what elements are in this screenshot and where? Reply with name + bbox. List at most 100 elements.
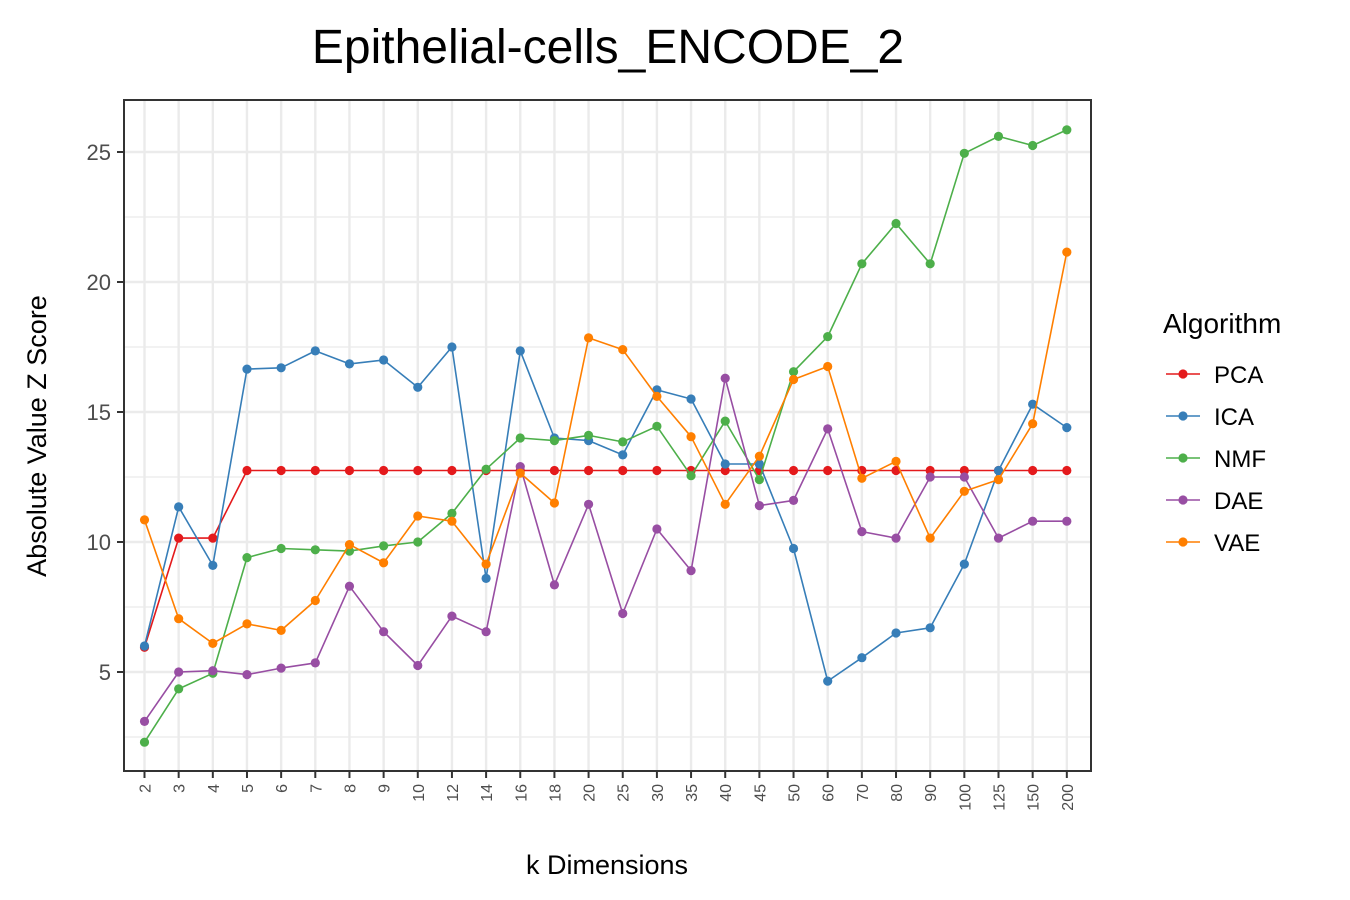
data-point-pca — [208, 533, 218, 543]
data-point-pca — [925, 465, 935, 476]
data-point-dae — [344, 581, 355, 591]
data-point-vae — [276, 625, 286, 636]
data-point-vae — [1028, 419, 1038, 429]
data-point-pca — [310, 465, 320, 476]
data-point-dae — [276, 663, 286, 673]
x-tick-label: 60 — [821, 784, 838, 802]
data-point-vae — [1062, 247, 1072, 257]
data-point-nmf — [413, 537, 423, 547]
data-point-pca — [720, 465, 730, 476]
data-point-dae — [549, 580, 560, 590]
x-tick-label: 10 — [411, 784, 428, 802]
data-point-dae — [208, 666, 218, 676]
data-point-vae — [993, 475, 1004, 485]
legend-key-point — [1178, 495, 1188, 505]
data-point-vae — [959, 486, 969, 496]
data-point-pca — [1062, 465, 1072, 476]
x-tick-label: 7 — [308, 784, 325, 793]
data-point-ica — [1062, 423, 1072, 433]
data-point-nmf — [1062, 125, 1072, 135]
data-point-dae — [379, 627, 389, 637]
series-line-dae — [143, 377, 1067, 722]
legend-item-ica: ICA — [1166, 404, 1254, 431]
y-tick-label: 15 — [87, 400, 111, 425]
data-point-nmf — [720, 416, 730, 426]
data-point-pca — [583, 465, 594, 476]
data-point-dae — [652, 524, 662, 534]
y-axis-label: Absolute Value Z Score — [22, 295, 52, 577]
data-point-ica — [174, 502, 184, 512]
data-point-vae — [788, 374, 799, 385]
data-point-vae — [720, 499, 730, 509]
x-tick-label: 25 — [616, 784, 633, 802]
x-tick-label: 18 — [547, 784, 564, 802]
data-point-ica — [618, 450, 628, 460]
series-line-pca — [143, 469, 1067, 648]
x-tick-label: 150 — [1026, 784, 1043, 811]
data-point-pca — [413, 465, 423, 476]
data-point-ica — [686, 394, 696, 404]
data-point-vae — [310, 595, 320, 606]
legend-title: Algorithm — [1163, 308, 1281, 339]
data-point-pca — [652, 465, 662, 476]
x-tick-label: 70 — [855, 784, 872, 802]
data-point-dae — [788, 495, 799, 505]
data-point-dae — [891, 533, 901, 543]
data-point-pca — [1028, 465, 1038, 476]
data-point-ica — [959, 559, 969, 569]
data-point-ica — [925, 623, 935, 633]
data-point-dae — [1028, 516, 1038, 526]
data-point-vae — [481, 559, 491, 569]
data-point-pca — [823, 465, 833, 476]
series-line-vae — [143, 251, 1068, 645]
data-point-pca — [549, 465, 560, 476]
data-point-nmf — [959, 148, 969, 158]
data-point-dae — [993, 533, 1004, 543]
chart-title: Epithelial-cells_ENCODE_2 — [312, 21, 904, 74]
x-tick-label: 80 — [889, 784, 906, 802]
legend-label-dae: DAE — [1214, 488, 1263, 515]
data-point-ica — [447, 342, 457, 352]
data-point-dae — [686, 566, 696, 576]
data-point-ica — [208, 560, 218, 571]
data-point-ica — [823, 676, 833, 686]
data-point-nmf — [139, 737, 150, 747]
x-tick-label: 100 — [957, 784, 974, 811]
data-point-pca — [379, 465, 389, 476]
data-point-nmf — [618, 437, 628, 447]
legend-label-ica: ICA — [1214, 404, 1254, 431]
data-point-nmf — [993, 131, 1004, 141]
data-point-nmf — [174, 684, 184, 694]
data-point-vae — [174, 614, 184, 624]
data-point-nmf — [379, 541, 389, 551]
x-tick-label: 35 — [684, 784, 701, 802]
x-tick-label: 6 — [274, 784, 291, 793]
data-point-ica — [993, 465, 1004, 476]
y-tick-label: 10 — [87, 530, 111, 555]
data-point-ica — [242, 364, 252, 374]
y-tick-label: 20 — [87, 270, 111, 295]
x-tick-label: 50 — [787, 784, 804, 802]
series-ica — [139, 342, 1072, 686]
plot-panel-border — [123, 99, 1092, 772]
data-point-dae — [1062, 516, 1072, 526]
data-point-vae — [515, 468, 525, 478]
x-tick-label: 5 — [240, 784, 257, 793]
data-point-dae — [242, 670, 252, 680]
data-point-pca — [276, 465, 286, 476]
data-point-nmf — [276, 543, 286, 554]
x-tick-label: 45 — [752, 784, 769, 802]
data-point-nmf — [515, 433, 525, 443]
legend-key-point — [1178, 453, 1188, 463]
data-point-ica — [276, 363, 286, 373]
x-tick-label: 12 — [445, 784, 462, 802]
data-point-nmf — [686, 471, 696, 481]
data-point-nmf — [549, 436, 560, 446]
data-point-dae — [925, 472, 935, 482]
data-point-ica — [413, 382, 423, 392]
x-tick-label: 3 — [172, 784, 189, 793]
data-point-dae — [959, 472, 969, 482]
data-point-pca — [788, 465, 799, 476]
